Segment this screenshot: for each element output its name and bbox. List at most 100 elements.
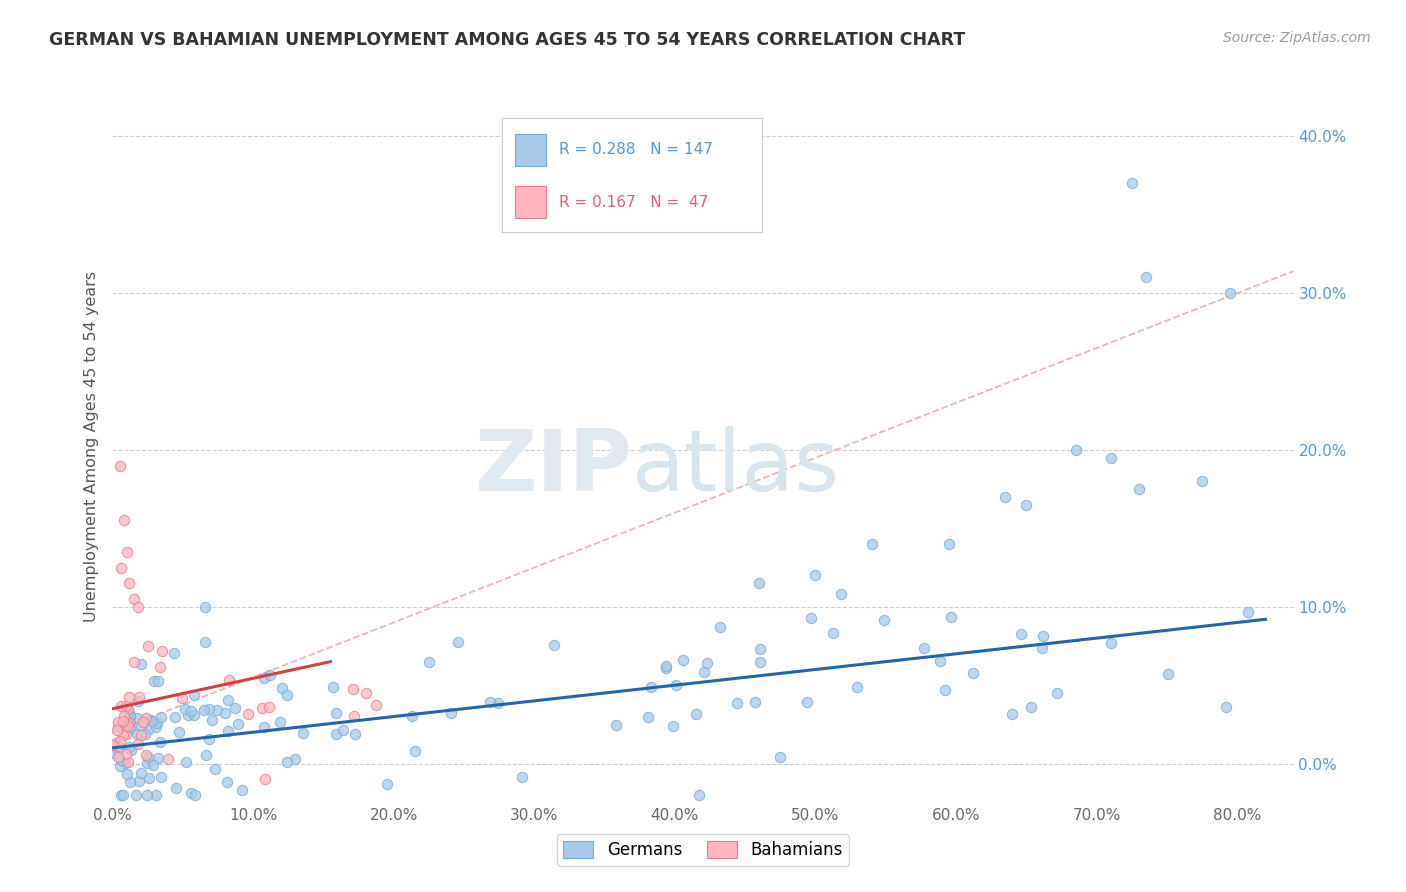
Legend: Germans, Bahamians: Germans, Bahamians xyxy=(557,834,849,866)
Point xyxy=(1157,667,1180,681)
Point xyxy=(107,739,129,754)
Point xyxy=(183,788,205,802)
Point xyxy=(108,734,131,748)
Point xyxy=(217,693,239,707)
Text: GERMAN VS BAHAMIAN UNEMPLOYMENT AMONG AGES 45 TO 54 YEARS CORRELATION CHART: GERMAN VS BAHAMIAN UNEMPLOYMENT AMONG AG… xyxy=(49,31,966,49)
Point xyxy=(709,620,731,634)
Point xyxy=(543,639,565,653)
Point xyxy=(1237,605,1260,619)
Point xyxy=(800,611,823,625)
Point xyxy=(129,728,152,742)
Point xyxy=(118,721,141,735)
Point xyxy=(134,727,156,741)
Point xyxy=(118,709,141,723)
Point xyxy=(1046,686,1069,700)
Point xyxy=(127,599,149,614)
Point xyxy=(401,708,423,723)
Point xyxy=(1001,707,1024,722)
Point xyxy=(637,710,659,724)
Point xyxy=(108,759,131,773)
Point xyxy=(962,665,984,680)
Point xyxy=(145,720,167,734)
Point xyxy=(117,719,139,733)
Point xyxy=(259,668,281,682)
Point xyxy=(271,681,294,696)
Point xyxy=(748,576,770,591)
Point xyxy=(366,698,388,712)
Point xyxy=(253,720,276,734)
Point xyxy=(912,640,935,655)
Point xyxy=(510,770,533,784)
Point xyxy=(136,750,159,764)
Point xyxy=(1010,627,1032,641)
Point xyxy=(672,653,695,667)
Point xyxy=(136,788,159,802)
Point xyxy=(217,724,239,739)
Point xyxy=(107,718,129,732)
Point xyxy=(291,725,314,739)
Point xyxy=(112,709,135,723)
Point xyxy=(118,740,141,755)
Point xyxy=(183,708,205,723)
Point xyxy=(105,723,128,738)
Point xyxy=(115,747,138,761)
Text: ZIP: ZIP xyxy=(474,425,633,509)
Point xyxy=(214,706,236,720)
Point xyxy=(1099,636,1122,650)
Point xyxy=(177,708,200,723)
Point xyxy=(934,683,956,698)
Point xyxy=(661,719,683,733)
Point xyxy=(696,657,718,671)
Point xyxy=(440,706,463,720)
Point xyxy=(146,751,169,765)
Point xyxy=(1191,475,1213,489)
Point xyxy=(115,727,138,741)
Point xyxy=(118,774,141,789)
Point xyxy=(128,774,150,789)
Point xyxy=(110,753,132,767)
Point xyxy=(1128,482,1150,496)
Point xyxy=(115,545,138,559)
Point xyxy=(655,661,678,675)
Point xyxy=(120,715,142,730)
Point xyxy=(114,756,136,770)
Point xyxy=(110,788,132,802)
Point xyxy=(664,678,686,692)
Point xyxy=(1064,442,1087,457)
Point xyxy=(138,722,160,736)
Text: atlas: atlas xyxy=(633,425,841,509)
Point xyxy=(111,728,134,742)
Point xyxy=(157,752,180,766)
Point xyxy=(744,695,766,709)
Point xyxy=(138,772,160,786)
Point xyxy=(115,767,138,781)
Point xyxy=(111,714,134,728)
Point xyxy=(194,634,217,648)
Point xyxy=(1031,640,1053,655)
Point xyxy=(118,576,141,591)
Point xyxy=(1121,176,1143,190)
Point xyxy=(135,711,157,725)
Point xyxy=(131,719,153,733)
Point xyxy=(486,696,509,710)
Point xyxy=(276,755,298,769)
Point xyxy=(226,716,249,731)
Point xyxy=(218,673,240,687)
Point xyxy=(342,682,364,697)
Point xyxy=(110,560,132,574)
Point xyxy=(110,698,132,713)
Point xyxy=(257,700,280,714)
Point xyxy=(1019,700,1042,714)
Point xyxy=(118,690,141,705)
Point xyxy=(605,718,627,732)
Point xyxy=(135,756,157,770)
Point xyxy=(821,626,844,640)
Point xyxy=(183,688,205,702)
Point xyxy=(127,727,149,741)
Point xyxy=(1219,286,1241,301)
Point xyxy=(117,756,139,770)
Point xyxy=(127,694,149,708)
Point xyxy=(149,660,172,674)
Point xyxy=(101,746,124,760)
Point xyxy=(685,706,707,721)
